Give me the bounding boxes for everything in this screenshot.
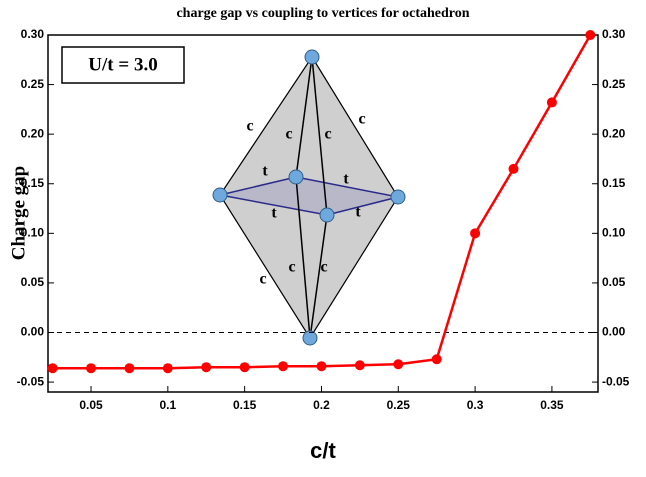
inset-label: t xyxy=(355,204,361,221)
data-point xyxy=(316,361,326,371)
data-point xyxy=(355,360,365,370)
data-point xyxy=(547,97,557,107)
data-point xyxy=(432,354,442,364)
data-point xyxy=(393,359,403,369)
x-tick-label: 0.05 xyxy=(79,398,103,412)
chart: charge gap vs coupling to vertices for o… xyxy=(0,0,646,472)
y-tick-label: 0.10 xyxy=(21,226,45,240)
y-tick-label: 0.25 xyxy=(21,77,45,91)
x-tick-label: 0.1 xyxy=(159,398,176,412)
y2-tick-label: 0.25 xyxy=(602,77,626,91)
data-point xyxy=(585,30,595,40)
data-point xyxy=(86,363,96,373)
x-tick-label: 0.25 xyxy=(387,398,411,412)
inset-label: c xyxy=(320,259,327,276)
y2-tick-label: 0.15 xyxy=(602,176,626,190)
y2-tick-label: 0.10 xyxy=(602,226,626,240)
inset-label: c xyxy=(324,126,331,143)
data-point xyxy=(124,363,134,373)
page: charge gap vs coupling to vertices for o… xyxy=(0,0,646,477)
inset-label: c xyxy=(358,111,365,128)
x-tick-label: 0.35 xyxy=(540,398,564,412)
y-tick-label: 0.30 xyxy=(21,27,45,41)
x-tick-label: 0.15 xyxy=(233,398,257,412)
data-point xyxy=(509,164,519,174)
inset-label: c xyxy=(288,259,295,276)
inset-label: c xyxy=(246,118,253,135)
y-tick-label: 0.05 xyxy=(21,275,45,289)
octahedron-inset xyxy=(213,50,405,345)
y2-tick-label: -0.05 xyxy=(602,374,630,388)
inset-label: c xyxy=(285,126,292,143)
inset-label: t xyxy=(262,163,268,180)
data-point xyxy=(470,228,480,238)
data-point xyxy=(163,363,173,373)
y-tick-label: 0.20 xyxy=(21,126,45,140)
inset-label: c xyxy=(259,271,266,288)
data-point xyxy=(48,363,58,373)
annotation: U/t = 3.0 xyxy=(88,54,157,75)
data-point xyxy=(240,362,250,372)
y-tick-label: 0.15 xyxy=(21,176,45,190)
data-point xyxy=(278,361,288,371)
inset-label: t xyxy=(343,171,349,188)
y2-tick-label: 0.20 xyxy=(602,126,626,140)
y-tick-label: -0.05 xyxy=(17,374,45,388)
chart-title: charge gap vs coupling to vertices for o… xyxy=(176,6,469,21)
x-tick-label: 0.2 xyxy=(313,398,330,412)
y2-tick-label: 0.00 xyxy=(602,325,626,339)
y2-tick-label: 0.30 xyxy=(602,27,626,41)
inset-label: t xyxy=(271,205,277,222)
data-point xyxy=(201,362,211,372)
x-axis-label: c/t xyxy=(310,438,336,463)
x-tick-label: 0.3 xyxy=(467,398,484,412)
y2-tick-label: 0.05 xyxy=(602,275,626,289)
y-tick-label: 0.00 xyxy=(21,325,45,339)
